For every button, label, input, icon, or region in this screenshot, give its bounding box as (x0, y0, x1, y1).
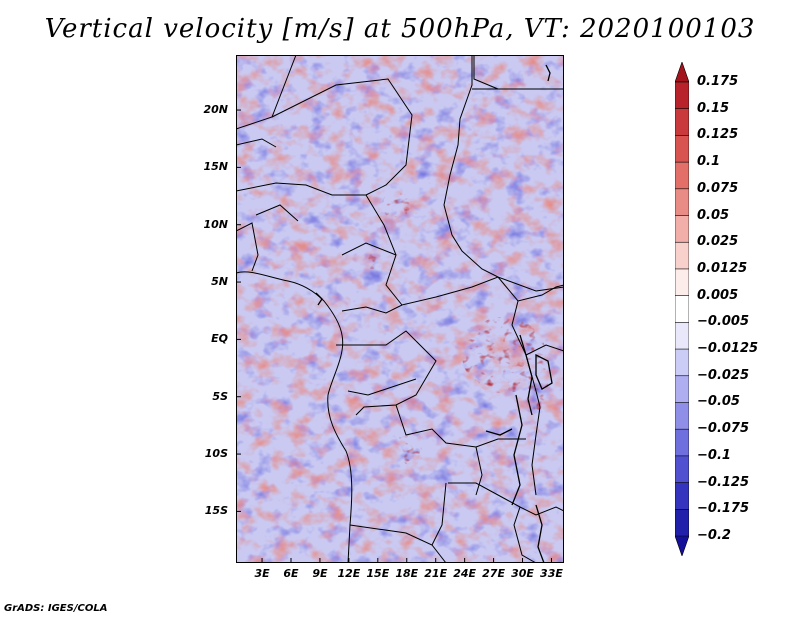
lat-label: 5N (211, 275, 228, 289)
colorbar-label: −0.075 (697, 421, 750, 437)
lat-label: 20N (203, 103, 228, 117)
colorbar-segment (675, 535, 689, 556)
colorbar-label: −0.1 (697, 447, 731, 463)
lon-label: 24E (453, 567, 477, 580)
colorbar-segment (675, 108, 689, 137)
colorbar-segment (675, 482, 689, 510)
colorbar-segment (675, 455, 689, 484)
footer-credit: GrADS: IGES/COLA (4, 603, 108, 614)
colorbar-segment (675, 508, 689, 537)
colorbar-label: −0.025 (697, 367, 750, 383)
colorbar-label: 0.05 (697, 207, 730, 223)
lon-label: 18E (395, 567, 419, 580)
colorbar (675, 62, 689, 556)
lon-label: 12E (337, 567, 361, 580)
lon-label: 21E (424, 567, 448, 580)
colorbar-label: −0.125 (697, 474, 750, 490)
colorbar-segment (675, 62, 689, 83)
colorbar-label: 0.15 (697, 100, 730, 116)
colorbar-label: 0.075 (697, 180, 739, 196)
lon-label: 30E (511, 567, 534, 580)
lon-label: 6E (283, 567, 299, 580)
lon-label: 33E (540, 567, 563, 580)
colorbar-segment (675, 402, 689, 430)
map-panel (236, 55, 564, 563)
colorbar-label: 0.175 (697, 74, 739, 89)
colorbar-segment (675, 161, 689, 190)
colorbar-segment (675, 375, 689, 404)
lon-label: 3E (254, 567, 270, 580)
colorbar-label: 0.1 (697, 154, 721, 170)
lon-label: 9E (312, 567, 328, 580)
lat-label: EQ (211, 332, 228, 346)
lat-label: 5S (212, 389, 228, 403)
colorbar-label: 0.0125 (697, 260, 748, 276)
colorbar-label: −0.2 (697, 528, 731, 543)
colorbar-label: −0.175 (697, 501, 750, 517)
lon-label: 27E (482, 567, 505, 580)
colorbar-segment (675, 428, 689, 457)
lat-label: 10N (203, 217, 228, 231)
colorbar-label: 0.005 (697, 287, 739, 303)
colorbar-label: 0.125 (697, 127, 739, 143)
colorbar-segment (675, 241, 689, 270)
colorbar-segment (675, 215, 689, 243)
colorbar-segment (675, 348, 689, 377)
colorbar-label: −0.0125 (697, 341, 759, 357)
plot-title: Vertical velocity [m/s] at 500hPa, VT: 2… (44, 14, 756, 44)
colorbar-segment (675, 135, 689, 163)
colorbar-segment (675, 81, 689, 110)
colorbar-label: −0.005 (697, 314, 750, 330)
colorbar-segment (675, 322, 689, 350)
colorbar-segment (675, 188, 689, 217)
lat-label: 15N (203, 160, 228, 174)
lat-label: 15S (204, 504, 228, 518)
colorbar-segment (675, 268, 689, 297)
lat-label: 10S (204, 447, 228, 461)
lon-label: 15E (366, 567, 390, 580)
colorbar-label: 0.025 (697, 234, 739, 250)
colorbar-segment (675, 295, 689, 324)
colorbar-label: −0.05 (697, 394, 740, 410)
